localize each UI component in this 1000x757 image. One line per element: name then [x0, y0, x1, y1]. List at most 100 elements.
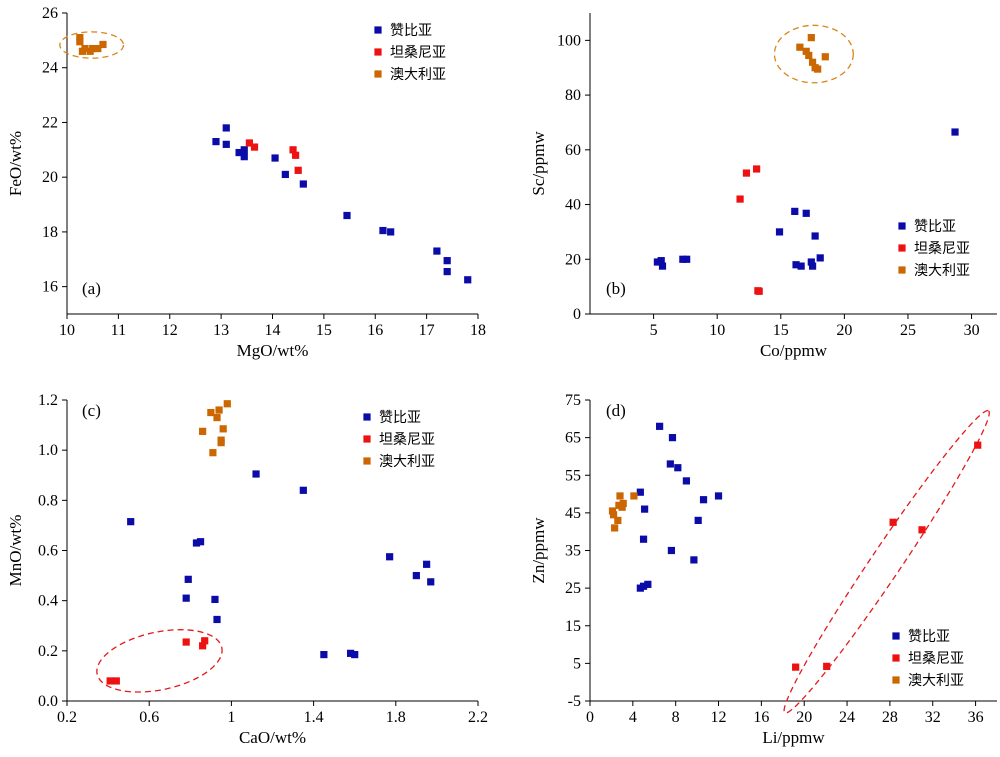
data-point-australia	[821, 53, 829, 61]
data-point-zambia	[281, 170, 289, 179]
data-point-zambia	[182, 594, 190, 602]
x-tick-label: 10	[709, 322, 725, 339]
x-tick-label: 14	[265, 322, 281, 339]
y-tick-label: 75	[565, 392, 581, 409]
y-axis-title: Sc/ppmw	[529, 131, 548, 196]
data-point-tanzania	[182, 638, 190, 646]
data-point-australia	[94, 44, 102, 53]
x-tick-label: 1	[227, 709, 235, 726]
x-tick-label: 1.4	[304, 709, 324, 726]
data-point-australia	[223, 400, 231, 408]
data-point-zambia	[252, 470, 260, 478]
data-point-zambia	[443, 257, 451, 265]
x-tick-label: 18	[470, 322, 486, 339]
y-tick-label: 20	[42, 169, 58, 186]
y-tick-label: 65	[565, 430, 581, 447]
data-point-zambia	[811, 232, 819, 240]
data-point-zambia	[657, 257, 665, 265]
data-point-zambia	[667, 546, 675, 555]
data-point-australia	[608, 507, 617, 515]
panel-label: (b)	[606, 279, 626, 298]
legend-marker-zambia	[892, 632, 900, 640]
data-point-tanzania	[755, 287, 763, 295]
group-ellipse	[783, 409, 990, 714]
data-point-zambia	[816, 254, 824, 262]
data-point-zambia	[644, 580, 652, 588]
y-tick-label: 26	[42, 5, 58, 22]
x-tick-label: 32	[925, 709, 941, 726]
x-tick-label: 11	[111, 322, 126, 339]
legend-marker-zambia	[363, 413, 371, 421]
x-axis-title: Li/ppmw	[762, 728, 825, 747]
data-point-australia	[630, 492, 638, 500]
data-point-zambia	[699, 496, 708, 504]
x-tick-label: 8	[672, 709, 680, 726]
y-tick-label: 0.0	[38, 693, 58, 710]
x-tick-label: 20	[796, 709, 812, 726]
legend-label-zambia: 赞比亚	[379, 410, 421, 426]
data-point-zambia	[807, 258, 815, 266]
data-point-australia	[76, 38, 84, 46]
data-point-tanzania	[753, 165, 761, 173]
x-tick-label: 20	[836, 322, 852, 339]
data-point-australia	[814, 65, 822, 73]
data-point-australia	[213, 413, 221, 422]
x-tick-label: 15	[316, 322, 332, 339]
legend-marker-tanzania	[892, 654, 900, 662]
y-axis-title: MnO/wt%	[6, 515, 25, 587]
data-point-zambia	[192, 539, 201, 547]
y-axis-title: FeO/wt%	[6, 131, 25, 196]
x-tick-label: 0.6	[139, 709, 159, 726]
legend-marker-zambia	[898, 222, 906, 230]
panel-a-scatter: 10 11 12 13 14 15 16 17 18 16 18 20 22 24 26 MgO/wt% FeO…	[6, 5, 486, 360]
legend-marker-tanzania	[363, 435, 371, 443]
data-point-zambia	[379, 226, 387, 235]
panel-c-scatter: 0.2 0.6 1 1.4 1.8 2.20.00.20.40.60.81.01.2CaO…	[6, 392, 488, 747]
data-point-zambia	[271, 154, 279, 162]
y-tick-label: 60	[565, 142, 581, 159]
data-point-zambia	[666, 460, 674, 468]
data-point-australia	[199, 427, 207, 435]
x-tick-label: 12	[711, 709, 727, 726]
y-tick-label: 0.4	[38, 593, 58, 610]
data-point-zambia	[658, 262, 667, 270]
panel-label: (c)	[82, 401, 101, 420]
legend-label-zambia: 赞比亚	[908, 629, 950, 645]
x-tick-label: 25	[900, 322, 916, 339]
panel-b-scatter: 5 10 15 20 25 30 0 20 40 60 80 100 Co/ppmw Sc/ppmw (b)…	[529, 13, 997, 360]
data-point-zambia	[714, 492, 723, 500]
data-point-tanzania	[199, 642, 207, 650]
legend-label-tanzania: 坦桑尼亚	[908, 651, 964, 667]
y-tick-label: -5	[568, 693, 581, 710]
y-tick-label: 25	[565, 580, 581, 597]
x-tick-label: 28	[882, 709, 898, 726]
data-point-australia	[89, 44, 97, 53]
data-point-australia	[614, 516, 622, 524]
data-point-australia	[808, 58, 817, 66]
y-tick-label: 0.2	[38, 643, 58, 660]
data-point-australia	[805, 51, 813, 60]
data-point-australia	[207, 408, 215, 417]
x-tick-label: 10	[59, 322, 75, 339]
y-tick-label: 0.8	[38, 492, 58, 509]
data-point-zambia	[791, 207, 799, 215]
data-point-tanzania	[289, 146, 297, 154]
y-tick-label: 1.0	[38, 442, 58, 459]
x-tick-label: 15	[773, 322, 789, 339]
data-point-australia	[616, 492, 624, 500]
x-axis-title: CaO/wt%	[239, 728, 306, 747]
x-tick-label: 36	[968, 709, 984, 726]
y-tick-label: 20	[565, 251, 581, 268]
data-point-australia	[76, 34, 84, 42]
data-point-australia	[796, 43, 804, 51]
data-point-tanzania	[889, 518, 897, 526]
y-tick-label: 35	[565, 543, 581, 560]
data-point-australia	[618, 503, 626, 511]
y-tick-label: 100	[557, 32, 581, 49]
data-point-zambia	[346, 649, 355, 657]
data-point-zambia	[433, 247, 441, 255]
data-point-zambia	[212, 138, 220, 146]
x-tick-label: 16	[367, 322, 383, 339]
data-point-zambia	[674, 464, 682, 472]
data-point-tanzania	[918, 526, 926, 534]
